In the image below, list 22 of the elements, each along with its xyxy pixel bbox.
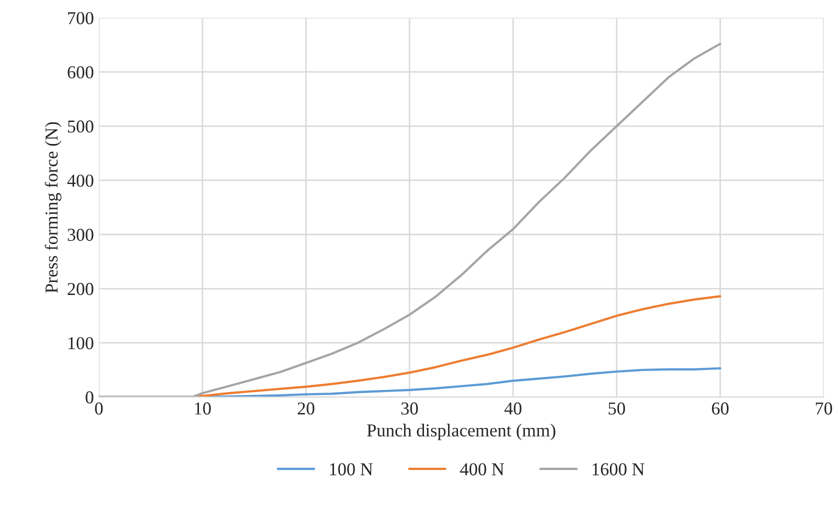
y-tick-label: 500 (68, 120, 94, 133)
y-tick-label: 600 (68, 66, 94, 78)
x-tick-label: 0 (95, 402, 103, 415)
line-series (98, 42, 722, 398)
y-tick-label: 300 (68, 228, 94, 241)
y-tick-label: 400 (67, 174, 94, 187)
legend-label: 100 N (330, 463, 373, 476)
y-tick-label: 100 (68, 337, 94, 350)
x-tick-label: 30 (401, 402, 418, 415)
x-tick-label: 50 (608, 402, 625, 415)
legend-label: 400 N (460, 463, 504, 476)
x-tick-label: 70 (816, 402, 832, 415)
x-tick-label: 10 (194, 402, 211, 415)
y-axis-title: Press forming force (N) (44, 122, 62, 293)
x-tick-label: 40 (504, 402, 522, 415)
x-tick-label: 20 (298, 402, 314, 415)
y-tick-label: 0 (86, 391, 94, 404)
x-tick-label: 60 (712, 402, 729, 415)
legend-label: 1600 N (592, 463, 644, 476)
y-tick-label: 700 (68, 12, 94, 24)
y-tick-label: 200 (68, 282, 94, 296)
x-axis-title: Punch displacement (mm) (367, 424, 556, 440)
